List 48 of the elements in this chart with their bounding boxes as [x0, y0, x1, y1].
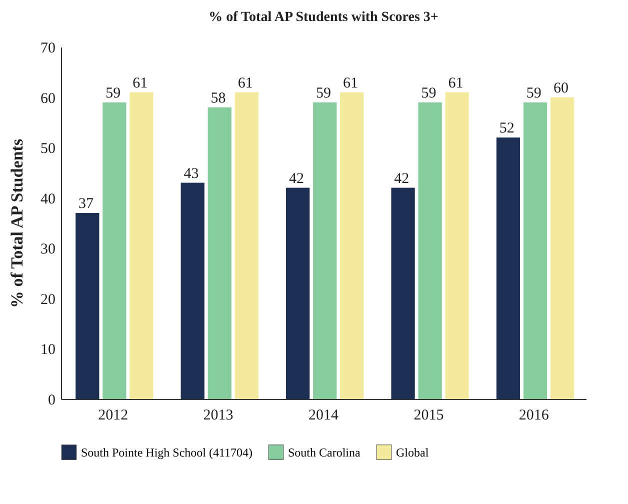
y-tick-label: 30 — [40, 242, 56, 258]
bar — [234, 92, 258, 399]
bar — [523, 102, 548, 399]
data-label: 59 — [526, 85, 542, 102]
data-label: 61 — [238, 75, 253, 92]
bar — [286, 188, 310, 399]
x-tick-label: 2016 — [518, 408, 550, 424]
data-label: 42 — [288, 170, 304, 187]
data-label: 59 — [316, 85, 331, 102]
bar — [418, 102, 442, 399]
data-label: 59 — [106, 85, 121, 102]
data-label: 61 — [448, 75, 464, 92]
data-label: 52 — [499, 120, 514, 137]
y-tick-label: 50 — [40, 141, 56, 158]
bar — [102, 102, 126, 399]
legend-label: South Carolina — [288, 445, 361, 460]
data-label: 43 — [184, 166, 199, 182]
legend-label: Global — [396, 445, 430, 460]
bar — [130, 92, 154, 399]
bar — [340, 92, 364, 399]
x-tick-label: 2012 — [98, 408, 128, 424]
x-tick-label: 2013 — [203, 408, 234, 424]
data-label: 61 — [343, 75, 358, 92]
bar — [180, 182, 204, 399]
data-label: 42 — [394, 170, 410, 187]
chart-title: % of Total AP Students with Scores 3+ — [208, 10, 438, 25]
bar — [496, 138, 520, 399]
y-tick-label: 20 — [40, 292, 56, 308]
bar — [208, 107, 232, 399]
y-tick-label: 40 — [40, 191, 56, 208]
bar — [445, 92, 469, 399]
y-axis-title: % of Total AP Students — [8, 138, 26, 308]
bar — [550, 97, 574, 399]
x-tick-label: 2015 — [414, 408, 444, 424]
bar — [313, 102, 337, 399]
bar — [391, 188, 415, 399]
data-label: 58 — [210, 90, 226, 106]
data-label: 37 — [78, 196, 94, 212]
x-tick-label: 2014 — [308, 408, 339, 424]
bar — [76, 212, 100, 399]
y-tick-label: 70 — [40, 40, 56, 56]
data-label: 59 — [421, 85, 436, 102]
y-tick-label: 60 — [40, 90, 56, 107]
data-label: 60 — [553, 80, 568, 96]
y-tick-label: 0 — [48, 392, 56, 408]
data-label: 61 — [132, 75, 148, 92]
legend-label: South Pointe High School (411704) — [81, 445, 253, 460]
y-tick-label: 10 — [40, 342, 56, 358]
